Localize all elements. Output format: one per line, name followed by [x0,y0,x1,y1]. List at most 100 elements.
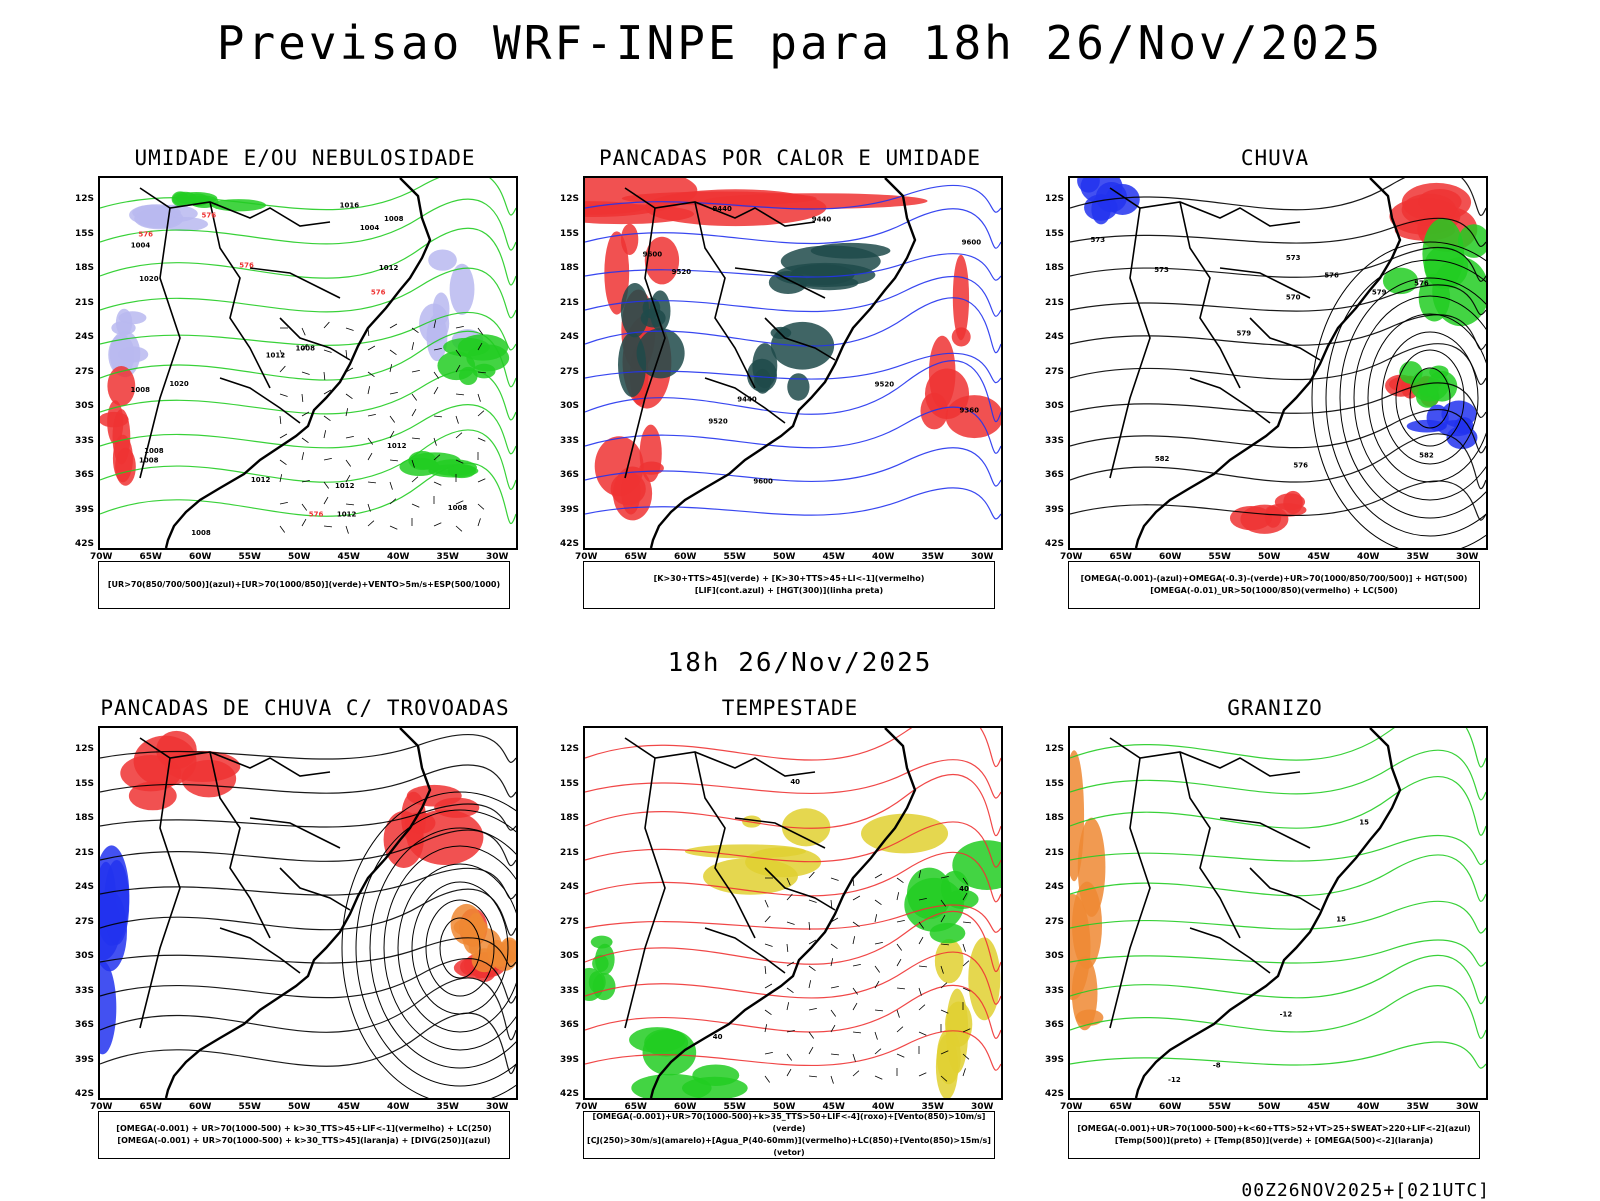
contour-label: 576 [201,211,216,219]
lon-tick-label: 50W [773,1102,796,1112]
lon-tick-label: 70W [575,552,598,562]
contour-label: 9440 [712,205,732,213]
lat-tick-label: 30S [74,401,94,411]
lat-tick-label: 39S [1044,1054,1064,1065]
map-granizo: -12 -12 -8 15 15 [1068,726,1488,1100]
lat-tick-label: 18S [74,813,94,823]
lon-tick-label: 65W [139,1102,162,1112]
map-layer: 1008 1008 1008 1012 1012 1004 1008 1008 1012 1012… [100,178,516,548]
contour-label: 1012 [387,442,407,450]
contour-label: 9600 [643,251,663,259]
legend-line: [OMEGA(-0.001)-(azul)+OMEGA(-0.3)-(verde… [1080,574,1468,583]
contour-label: 1012 [335,482,355,490]
lon-tick-label: 50W [288,552,311,562]
legend-line: [UR>70(850/700/500)](azul)+[UR>70(1000/8… [107,580,501,589]
panel-legend: [OMEGA(-0.001) + UR>70(1000-500) + k>30_… [98,1111,510,1159]
lon-tick-label: 30W [486,552,509,562]
panel-legend: [K>30+TTS>45](verde) + [K>30+TTS>45+LI<-… [583,561,995,609]
lon-tick-label: 35W [921,552,944,562]
lon-tick-label: 35W [921,1102,944,1112]
map-umidade: 1008 1008 1008 1012 1012 1004 1008 1008 1012 1012… [98,176,518,550]
lat-tick-label: 33S [74,435,94,446]
contour-label: 40 [713,1033,723,1041]
contour-label: 576 [1414,280,1429,288]
lat-tick-label: 24S [74,332,94,342]
lon-tick-label: 30W [1456,1102,1479,1112]
lat-tick-label: 36S [74,1020,94,1030]
page-title: Previsao WRF-INPE para 18h 26/Nov/2025 [216,16,1384,70]
lat-tick-label: 15S [1044,228,1064,239]
lon-tick-label: 65W [1109,552,1132,562]
lon-tick-label: 65W [624,1102,647,1112]
contour-label: 579 [1372,288,1387,296]
lat-tick-label: 12S [74,744,94,754]
contour-label: 15 [1336,915,1346,923]
lat-tick-label: 30S [1044,401,1064,411]
lat-tick-label: 21S [74,297,94,308]
lat-tick-label: 15S [74,778,94,789]
lon-tick-label: 65W [139,552,162,562]
lon-tick-label: 60W [674,552,697,562]
map-tempestade: 40 40 40 [583,726,1003,1100]
lon-tick-label: 65W [624,552,647,562]
panel-pancadas-calor: PANCADAS POR CALOR E UMIDADE 9600 9600 960… [555,146,1025,616]
contour-label: 9520 [708,418,728,426]
lat-tick-label: 15S [74,228,94,239]
lon-tick-label: 55W [723,552,746,562]
contour-label: 582 [1419,452,1434,460]
map-layer: 9600 9600 9600 9520 9520 9520 9440 9440 9440 9360 [585,178,1001,548]
contour-label: 573 [1091,236,1106,244]
panel-title: UMIDADE E/OU NEBULOSIDADE [134,146,476,170]
panel-title: GRANIZO [1227,696,1323,720]
lat-tick-label: 39S [559,504,579,515]
lat-tick-label: 15S [559,778,579,789]
lat-tick-label: 33S [74,985,94,996]
contour-label: 570 [1286,293,1301,301]
lat-tick-label: 42S [1044,539,1064,549]
lat-tick-label: 18S [1044,813,1064,823]
contour-label: 579 [1236,329,1251,337]
lon-tick-label: 40W [1357,1102,1380,1112]
panel-tempestade: TEMPESTADE 40 40 40 [OMEGA(-0.001)+UR>70(1… [555,696,1025,1166]
contour-label: -12 [1168,1076,1181,1084]
panel-title: PANCADAS POR CALOR E UMIDADE [598,146,981,170]
panel-chuva: CHUVA 582 582 579 576 576 573 573 570 579 576 573 … [1040,146,1510,616]
lat-tick-label: 33S [1044,985,1064,996]
lat-tick-label: 36S [74,470,94,480]
lat-tick-label: 21S [559,847,579,858]
contour-label: -8 [1213,1062,1221,1070]
contour-label: 1008 [384,215,404,223]
contour-label: 1020 [139,275,159,283]
contour-label: 9440 [812,216,832,224]
lon-tick-label: 60W [1159,1102,1182,1112]
contour-label: 576 [1324,272,1339,280]
lat-tick-label: 18S [1044,263,1064,273]
lat-tick-label: 24S [1044,332,1064,342]
lat-tick-label: 39S [559,1054,579,1065]
contour-label: 9600 [753,478,773,486]
lon-tick-label: 50W [1258,1102,1281,1112]
lat-tick-label: 42S [74,539,94,549]
lon-tick-label: 30W [486,1102,509,1112]
lon-tick-label: 70W [1060,1102,1083,1112]
lon-tick-label: 55W [1208,552,1231,562]
contour-label: 573 [1154,266,1169,274]
map-pancadas-calor: 9600 9600 9600 9520 9520 9520 9440 9440 9440 9360 [583,176,1003,550]
lat-tick-label: 36S [559,470,579,480]
legend-line: [K>30+TTS>45](verde) + [K>30+TTS>45+LI<-… [653,574,925,583]
contour-label: 576 [1293,462,1308,470]
lat-tick-label: 18S [559,263,579,273]
legend-line: [OMEGA(-0.01)_UR>50(1000/850)(vermelho) … [1150,586,1398,595]
forecast-date-label: 18h 26/Nov/2025 [667,648,933,678]
lat-tick-label: 33S [559,435,579,446]
lon-tick-label: 45W [337,552,360,562]
lat-tick-label: 21S [74,847,94,858]
contour-label: 1012 [266,351,286,359]
lat-tick-label: 30S [74,951,94,961]
lat-tick-label: 42S [1044,1089,1064,1099]
lon-tick-label: 60W [189,1102,212,1112]
contour-label: 576 [309,511,324,519]
lat-tick-label: 21S [1044,847,1064,858]
lat-tick-label: 12S [1044,744,1064,754]
lat-tick-label: 12S [559,194,579,204]
